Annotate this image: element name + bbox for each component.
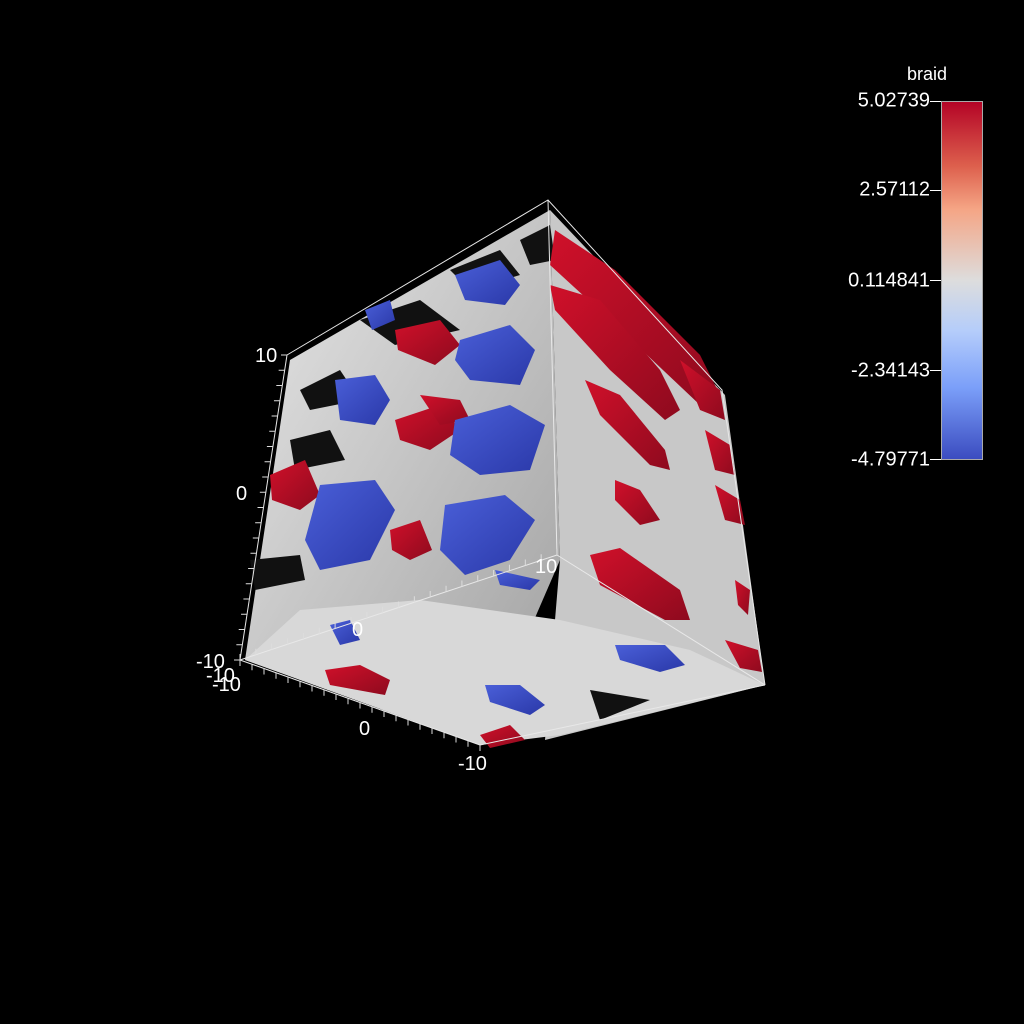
y-axis-label-min: -10 (212, 674, 241, 696)
x-axis-label-min: -10 (206, 665, 235, 687)
z-axis-label-min: -10 (196, 651, 225, 673)
legend-label-min: -4.79771 (851, 448, 930, 471)
negative-lobes (305, 260, 685, 715)
legend-tick-4 (930, 459, 941, 460)
isosurface (245, 210, 765, 748)
axis-labels: 10 0 -10 10 0 -10 -10 0 -10 (196, 345, 557, 775)
legend-title: braid (907, 64, 948, 84)
legend-tick-2 (930, 280, 941, 281)
positive-lobes (270, 230, 762, 748)
y-axis-label-mid: 0 (359, 718, 370, 740)
x-axis-label-mid: 0 (352, 619, 363, 641)
legend-label-mid: 0.114841 (848, 269, 930, 292)
legend-tick-1 (930, 190, 941, 191)
x-axis-label-max: 10 (535, 556, 557, 578)
legend-label-lower: -2.34143 (851, 359, 930, 382)
legend-tick-0 (930, 101, 941, 102)
legend-label-max: 5.02739 (857, 89, 930, 112)
axis-ticks (234, 354, 558, 751)
legend-tick-3 (930, 370, 941, 371)
z-axis-label-max: 10 (255, 345, 277, 367)
z-axis-label-mid: 0 (236, 483, 247, 505)
legend-label-upper: 2.57112 (859, 178, 930, 201)
legend-colorbar (941, 101, 983, 460)
y-axis-label-end: -10 (458, 753, 487, 775)
